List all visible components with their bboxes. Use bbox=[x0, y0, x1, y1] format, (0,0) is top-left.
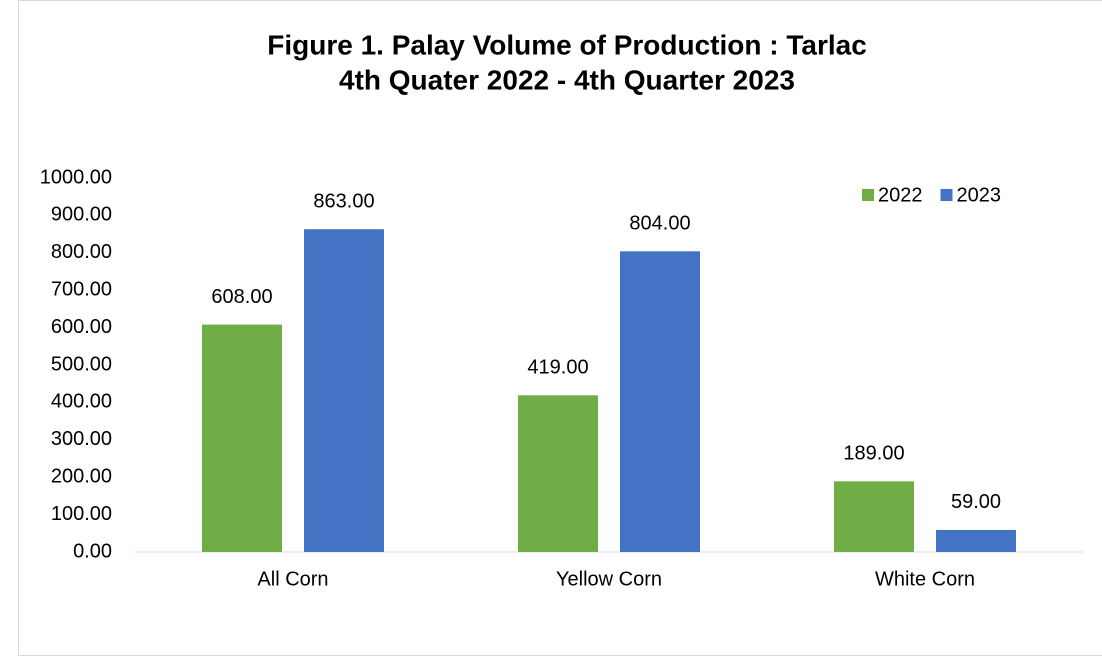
bar bbox=[202, 324, 282, 552]
data-label: 419.00 bbox=[527, 357, 588, 379]
y-tick-label: 900.00 bbox=[51, 204, 112, 226]
legend-swatch bbox=[862, 189, 874, 201]
bar bbox=[304, 229, 384, 552]
y-tick-label: 0.00 bbox=[73, 540, 112, 562]
legend-swatch bbox=[940, 189, 953, 201]
y-tick-label: 100.00 bbox=[51, 503, 112, 525]
chart-title: Figure 1. Palay Volume of Production : T… bbox=[267, 29, 867, 60]
chart-border bbox=[18, 0, 1102, 656]
x-tick-label: White Corn bbox=[875, 568, 975, 590]
bar bbox=[620, 251, 700, 552]
y-tick-label: 700.00 bbox=[51, 278, 112, 300]
y-tick-label: 300.00 bbox=[51, 428, 112, 450]
data-label: 804.00 bbox=[629, 213, 690, 235]
y-tick-label: 800.00 bbox=[51, 241, 112, 263]
legend-label: 2023 bbox=[957, 184, 1002, 206]
y-tick-label: 1000.00 bbox=[40, 166, 112, 188]
y-tick-label: 500.00 bbox=[51, 353, 112, 375]
bar bbox=[936, 529, 1016, 552]
x-tick-label: Yellow Corn bbox=[556, 568, 662, 590]
data-label: 608.00 bbox=[211, 286, 272, 308]
x-tick-label: All Corn bbox=[257, 568, 328, 590]
bar bbox=[518, 395, 598, 552]
legend-label: 2022 bbox=[878, 184, 923, 206]
data-label: 189.00 bbox=[843, 443, 904, 465]
y-tick-label: 200.00 bbox=[51, 465, 112, 487]
chart-subtitle: 4th Quater 2022 - 4th Quarter 2023 bbox=[339, 64, 795, 95]
y-tick-label: 600.00 bbox=[51, 316, 112, 338]
data-label: 863.00 bbox=[313, 191, 374, 213]
data-label: 59.00 bbox=[951, 491, 1001, 513]
bar bbox=[834, 481, 914, 552]
y-tick-label: 400.00 bbox=[51, 391, 112, 413]
